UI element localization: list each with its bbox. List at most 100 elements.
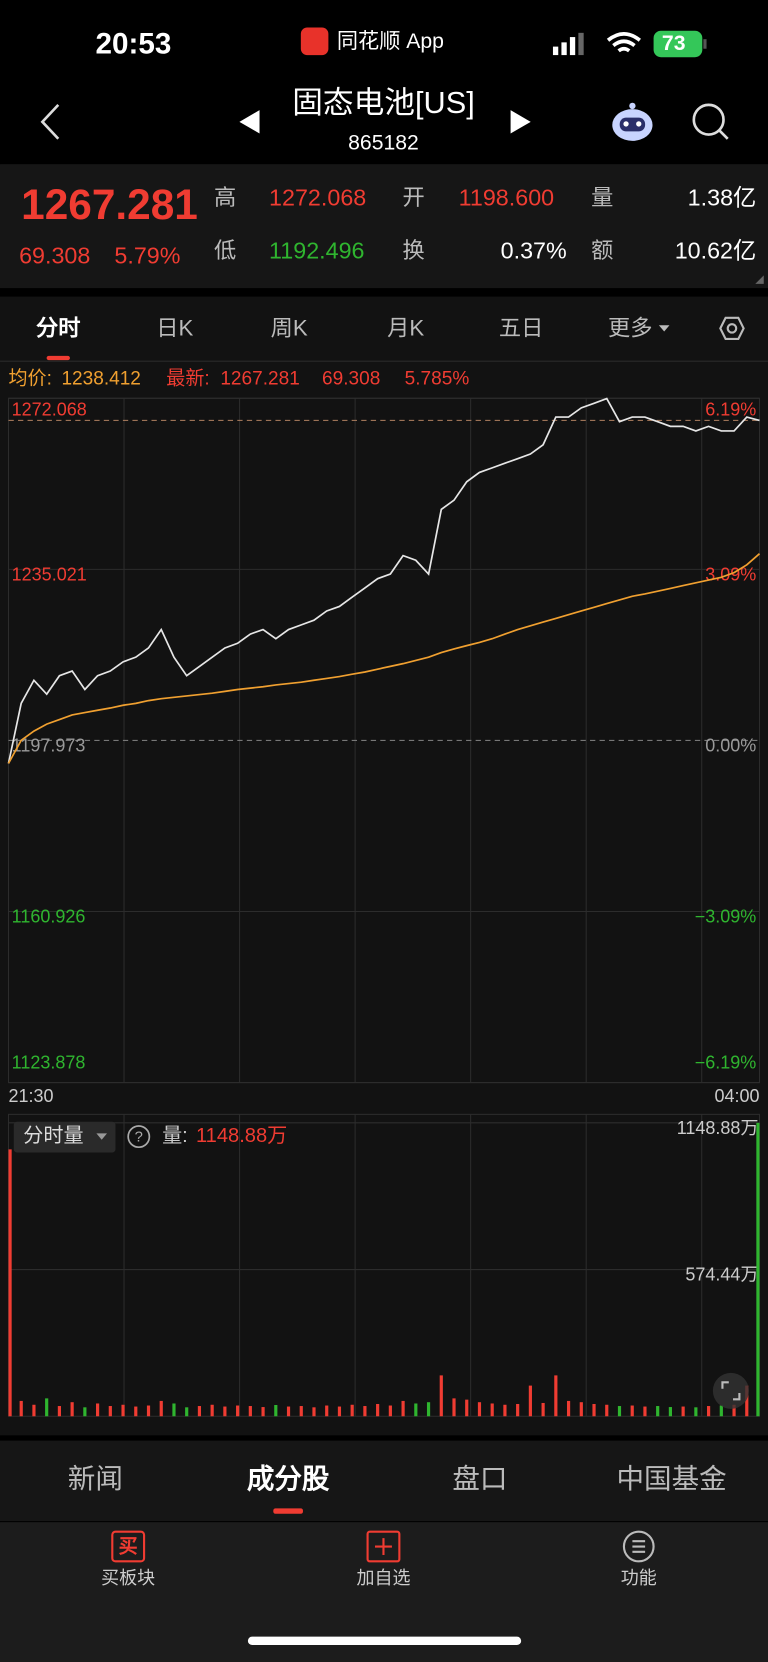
selector-caret (96, 1133, 107, 1140)
toolbar-label[interactable]: 加自选 (356, 1568, 410, 1588)
back-button[interactable] (40, 103, 60, 140)
tab[interactable]: 日K (156, 315, 193, 340)
volume-bar (528, 1385, 532, 1417)
volume-bar (83, 1407, 87, 1417)
bottom-tab-bar: 新闻 成分股 盘口 中国基金 (68, 1463, 727, 1494)
volume-bar (376, 1403, 380, 1417)
tab[interactable]: 分时 (36, 315, 80, 340)
x-tick-label: 04:00 (714, 1086, 759, 1106)
y-tick-label: 1123.878 (12, 1052, 86, 1072)
add-plus (374, 1538, 392, 1556)
volume-bar (566, 1400, 571, 1417)
field-value: 10.62亿 (675, 237, 757, 263)
field-label: 低 (214, 238, 236, 263)
tab[interactable]: 更多 (608, 315, 652, 340)
help-icon[interactable] (127, 1125, 151, 1149)
bottom-tab-indicator (273, 1508, 303, 1514)
expand-icon[interactable] (712, 1372, 749, 1409)
battery-tip (703, 39, 707, 49)
volume-label: 量: (162, 1125, 188, 1147)
price-line (7, 397, 760, 764)
volume-bar (172, 1403, 176, 1417)
volume-tick-label: 1148.88万 (677, 1118, 759, 1138)
volume-bar (146, 1405, 151, 1417)
menu-icon[interactable] (622, 1530, 655, 1563)
volume-bar (325, 1405, 329, 1417)
latest-pct: 5.785% (405, 368, 470, 389)
signal (552, 32, 584, 56)
volume-bar (439, 1375, 443, 1417)
volume-bar (108, 1406, 112, 1417)
change: 69.308 (19, 243, 90, 269)
volume-bar (210, 1404, 214, 1417)
volume-bar (274, 1405, 278, 1417)
home-indicator (247, 1636, 522, 1646)
volume-bar (32, 1404, 36, 1417)
volume-bar (185, 1407, 189, 1417)
assistant-icon[interactable] (612, 102, 653, 141)
volume-bar (579, 1402, 583, 1417)
buy-icon-text: 买 (119, 1537, 138, 1558)
latest-change: 69.308 (322, 368, 380, 389)
clock: 20:53 (96, 27, 172, 60)
volume-bar (134, 1406, 138, 1417)
volume-chart: 1148.88万 574.44万 (7, 1113, 761, 1417)
volume-bar (719, 1405, 723, 1417)
tab[interactable]: 月K (387, 315, 424, 340)
volume-bar (414, 1403, 418, 1417)
app-name: 同花顺 App (337, 29, 444, 53)
help-mark: ? (135, 1130, 143, 1146)
settings-icon[interactable] (719, 316, 745, 341)
buy-icon[interactable] (111, 1530, 146, 1563)
next-button[interactable] (510, 110, 531, 134)
prev-button[interactable] (239, 110, 260, 134)
bottom-tab[interactable]: 盘口 (452, 1463, 507, 1494)
field-value: 0.37% (501, 237, 567, 263)
toolbar-label[interactable]: 功能 (621, 1568, 657, 1588)
volume-bar (350, 1404, 354, 1417)
bottom-tab[interactable]: 成分股 (247, 1463, 330, 1494)
volume-bar (745, 1385, 749, 1417)
avg-label: 均价: (8, 367, 51, 389)
volume-bar (465, 1399, 469, 1417)
app-icon (300, 27, 329, 56)
volume-bar (732, 1404, 736, 1417)
volume-bar (503, 1404, 507, 1417)
corner (755, 275, 764, 284)
bottom-tab[interactable]: 中国基金 (617, 1463, 727, 1494)
add-icon[interactable] (366, 1530, 401, 1563)
volume-bar (96, 1403, 100, 1417)
volume-bar (57, 1406, 61, 1417)
bottom-tab[interactable]: 新闻 (68, 1463, 123, 1494)
menu-lines (632, 1540, 646, 1553)
volume-bar (19, 1400, 23, 1417)
more-caret (658, 325, 670, 332)
tab[interactable]: 周K (271, 315, 308, 340)
price-line (7, 553, 761, 764)
y-tick-label: 1272.068 (12, 400, 87, 420)
volume-title: 分时量 (23, 1124, 83, 1147)
volume-value: 1148.88万 (196, 1125, 287, 1147)
volume-tick-label: 574.44万 (685, 1265, 758, 1285)
volume-bar (554, 1375, 558, 1417)
volume-bar (681, 1406, 685, 1417)
y2-tick-label: 6.19% (705, 400, 756, 420)
volume-selector[interactable] (13, 1121, 116, 1153)
latest-label: 最新: (166, 367, 209, 389)
search-icon[interactable] (692, 103, 729, 140)
y-tick-label: 1160.926 (12, 907, 86, 927)
bottom-tabs (0, 1440, 768, 1522)
volume-bar (656, 1406, 660, 1417)
title: 固态电池[US] (292, 85, 475, 120)
tab[interactable]: 五日 (499, 315, 543, 340)
field-label: 开 (403, 185, 425, 210)
avg-value: 1238.412 (61, 368, 140, 389)
toolbar-label[interactable]: 买板块 (101, 1568, 155, 1588)
field-value: 1.38亿 (688, 184, 757, 210)
volume-bar (337, 1406, 342, 1417)
volume-bar (70, 1402, 74, 1417)
